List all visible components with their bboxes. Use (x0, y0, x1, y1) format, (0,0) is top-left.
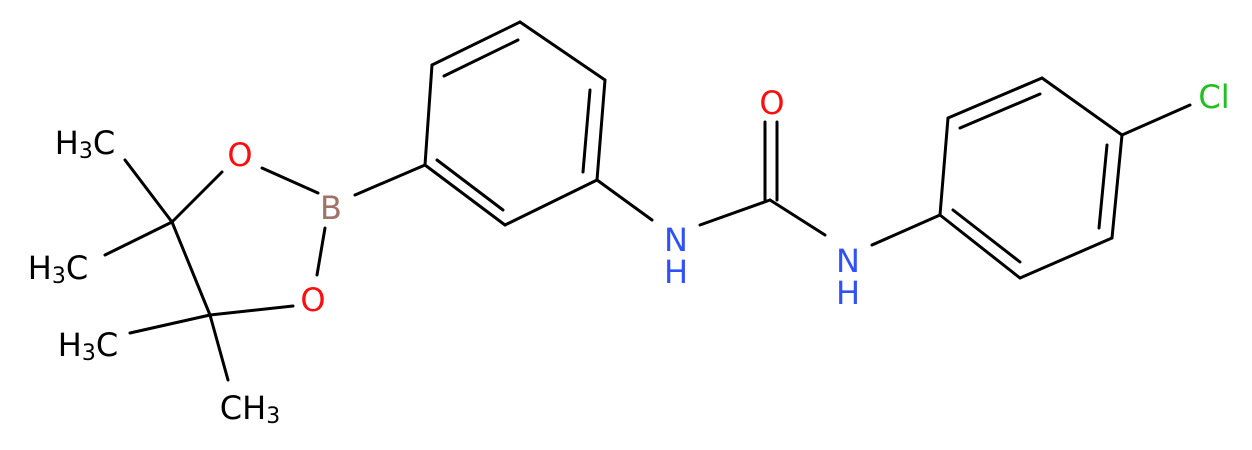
methyl-label: H3C (55, 124, 115, 164)
hydrogen-label: H (836, 274, 860, 312)
methyl-label: CH3 (220, 389, 280, 429)
methyl-label: H3C (28, 249, 88, 289)
bonds (103, 20, 1192, 382)
methyl-label: H3C (58, 326, 118, 366)
nitrogen-label: N (836, 242, 860, 280)
label-part: 3 (79, 139, 93, 164)
label-part: 3 (266, 404, 280, 429)
label-part: C (66, 249, 88, 287)
label-part: H (28, 249, 52, 287)
label-part: 3 (52, 264, 66, 289)
label-part: C (96, 326, 118, 364)
oxygen-label: O (300, 281, 325, 319)
oxygen-label: O (759, 84, 784, 122)
label-part: H (58, 326, 82, 364)
label-part: 3 (82, 341, 96, 366)
hydrogen-label: H (664, 253, 688, 291)
label-part: H (55, 124, 79, 162)
label-part: CH (220, 389, 266, 427)
label-part: C (93, 124, 115, 162)
chlorine-label: Cl (1198, 78, 1229, 116)
nitrogen-label: N (664, 221, 688, 259)
boron-label: B (320, 189, 342, 227)
oxygen-label: O (227, 136, 252, 174)
